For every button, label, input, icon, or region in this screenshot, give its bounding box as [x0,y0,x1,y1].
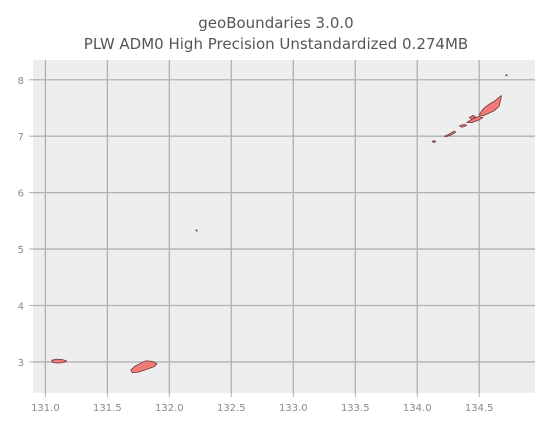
island-polygon [458,123,468,128]
island-polygon [478,95,502,117]
map-title: geoBoundaries 3.0.0 [198,14,353,32]
x-tick-label: 133.0 [279,403,308,414]
x-tick-label: 134.5 [465,403,494,414]
island-polygon [431,140,437,143]
boundary-features [51,74,508,374]
y-tick-label: 8 [18,76,24,87]
grid-lines [33,60,535,393]
y-tick-label: 7 [18,132,24,143]
x-tick-label: 132.5 [217,403,246,414]
y-tick-label: 4 [18,302,24,313]
map-subtitle: PLW ADM0 High Precision Unstandardized 0… [84,35,468,53]
island-polygon [444,130,457,138]
x-tick-label: 133.5 [341,403,370,414]
y-tick-label: 3 [18,358,24,369]
x-tick-label: 131.0 [31,403,60,414]
island-polygon [51,358,67,364]
y-tick-label: 6 [18,189,24,200]
x-tick-label: 134.0 [403,403,432,414]
x-axis-ticks: 131.0 131.5 132.0 132.5 133.0 133.5 134.0 134.5 [31,393,494,414]
island-polygon [466,116,484,123]
island-point [195,229,198,232]
island-polygon [130,360,158,374]
island-polygon [468,114,476,120]
island-point [505,74,508,77]
plot-area [33,60,535,393]
y-tick-label: 5 [18,245,24,256]
y-axis-ticks: 3 4 5 6 7 8 [18,76,33,369]
x-tick-label: 132.0 [155,403,184,414]
x-tick-label: 131.5 [93,403,122,414]
